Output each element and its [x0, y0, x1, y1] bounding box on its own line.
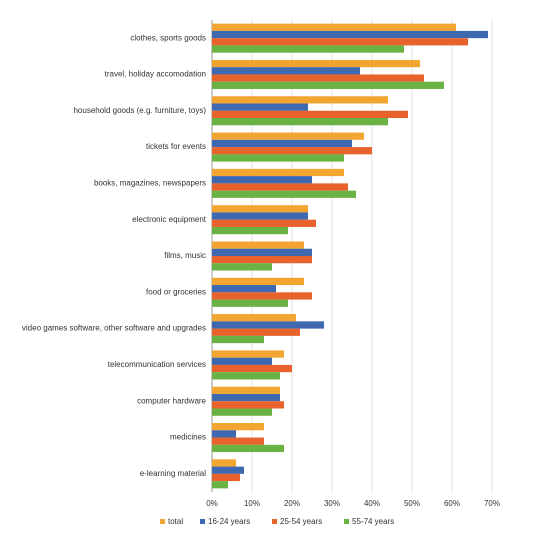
bar: [212, 205, 308, 213]
bar: [212, 45, 404, 53]
bar: [212, 364, 292, 373]
bar: [212, 248, 312, 256]
legend-label: total: [168, 517, 183, 526]
bar: [212, 212, 308, 220]
bar: [212, 190, 356, 198]
y-tick-label: films, music: [164, 251, 206, 260]
bar: [212, 147, 372, 155]
legend-label: 16-24 years: [208, 517, 250, 526]
x-tick-label: 30%: [324, 499, 340, 508]
y-tick-label: travel, holiday accomodation: [105, 70, 206, 79]
bar: [212, 154, 344, 162]
bar: [212, 183, 348, 191]
bar: [212, 401, 284, 409]
bar: [212, 168, 344, 177]
bar: [212, 299, 288, 307]
bar: [212, 118, 388, 126]
bar: [212, 132, 364, 140]
bar: [212, 357, 272, 365]
bar: [212, 67, 360, 75]
legend-swatch: [160, 519, 165, 524]
legend-swatch: [200, 519, 205, 524]
bar: [212, 226, 288, 235]
bar: [212, 219, 316, 227]
legend-label: 25-54 years: [280, 517, 322, 526]
y-tick-label: food or groceries: [146, 287, 206, 296]
bar: [212, 292, 312, 300]
bar: [212, 38, 468, 46]
legend-swatch: [272, 519, 277, 524]
bar: [212, 241, 304, 249]
bar: [212, 59, 420, 68]
bar: [212, 350, 284, 358]
bar: [212, 335, 264, 344]
bar: [212, 277, 304, 286]
bar: [212, 176, 312, 184]
y-tick-label: computer hardware: [137, 396, 206, 405]
x-tick-label: 20%: [284, 499, 300, 508]
bar: [212, 30, 488, 39]
bar: [212, 96, 388, 104]
bar: [212, 430, 236, 438]
y-tick-label: tickets for events: [146, 142, 206, 151]
x-tick-label: 0%: [206, 499, 218, 508]
x-tick-label: 60%: [444, 499, 460, 508]
bar: [212, 386, 280, 394]
bar: [212, 481, 228, 489]
x-tick-label: 10%: [244, 499, 260, 508]
bar: [212, 459, 236, 467]
y-tick-label: e-learning material: [140, 469, 206, 478]
bar: [212, 74, 424, 82]
x-tick-label: 50%: [404, 499, 420, 508]
legend-label: 55-74 years: [352, 517, 394, 526]
bar: [212, 437, 264, 445]
y-tick-label: telecommunication services: [108, 360, 206, 369]
y-tick-label: household goods (e.g. furniture, toys): [73, 106, 206, 115]
bar: [212, 444, 284, 453]
y-tick-label: medicines: [170, 433, 206, 442]
x-tick-label: 70%: [484, 499, 500, 508]
y-tick-label: electronic equipment: [132, 215, 207, 224]
bar: [212, 110, 408, 119]
bar: [212, 139, 352, 148]
bar: [212, 408, 272, 416]
y-tick-label: books, magazines, newspapers: [94, 178, 206, 187]
bar: [212, 263, 272, 271]
legend-swatch: [344, 519, 349, 524]
bar: [212, 423, 264, 431]
y-tick-label: video games software, other software and…: [22, 324, 206, 333]
bar: [212, 23, 456, 31]
bar: [212, 81, 444, 89]
bar: [212, 473, 240, 482]
y-tick-label: clothes, sports goods: [130, 33, 206, 42]
bar: [212, 466, 244, 474]
bar: [212, 103, 308, 111]
bar: [212, 372, 280, 380]
bar: [212, 321, 324, 329]
bar: [212, 393, 280, 402]
bar: [212, 285, 276, 293]
x-tick-label: 40%: [364, 499, 380, 508]
bar: [212, 314, 296, 322]
bar: [212, 256, 312, 264]
bar: [212, 328, 300, 336]
